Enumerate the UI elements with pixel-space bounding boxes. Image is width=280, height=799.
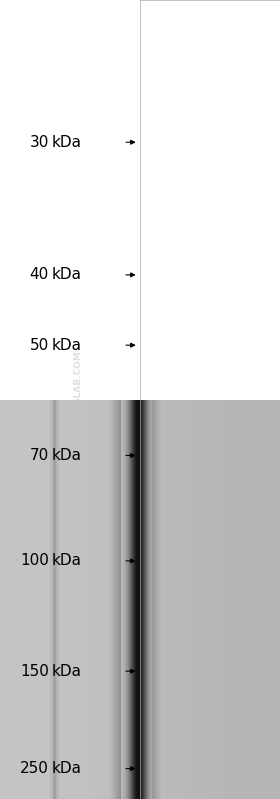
Text: 30: 30 [30,135,49,149]
Text: kDa: kDa [52,135,82,149]
Text: WWW.PTGLAB.COM: WWW.PTGLAB.COM [74,350,83,449]
Text: kDa: kDa [52,448,82,463]
Text: 50: 50 [30,338,49,352]
Text: 100: 100 [20,554,49,568]
Text: kDa: kDa [52,761,82,776]
Text: kDa: kDa [52,554,82,568]
Text: 70: 70 [30,448,49,463]
Text: 250: 250 [20,761,49,776]
Text: kDa: kDa [52,268,82,282]
Text: kDa: kDa [52,338,82,352]
Text: 40: 40 [30,268,49,282]
Text: kDa: kDa [52,664,82,678]
Text: 150: 150 [20,664,49,678]
